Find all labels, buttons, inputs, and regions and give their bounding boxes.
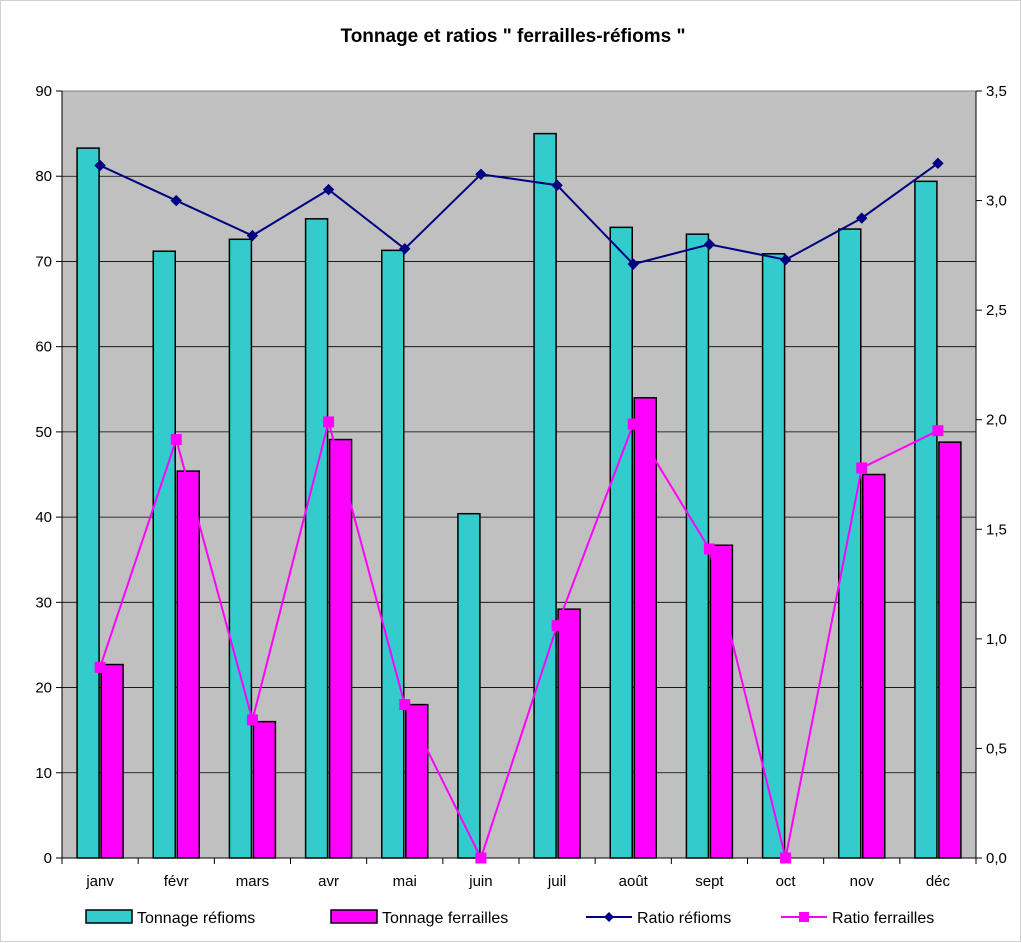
left-axis-tick-label: 10 bbox=[35, 765, 52, 782]
bar-tonnage-ferrailles bbox=[862, 473, 886, 859]
bar-tonnage-refioms bbox=[838, 228, 862, 859]
marker-ratio-refioms bbox=[475, 168, 487, 180]
legend-swatch-tonnage-ferrailles bbox=[330, 909, 378, 924]
left-axis-tick-label: 80 bbox=[35, 168, 52, 185]
left-axis-tick-label: 30 bbox=[35, 594, 52, 611]
bar-tonnage-refioms bbox=[761, 253, 786, 859]
x-axis-tick-label: févr bbox=[164, 873, 189, 890]
bar-tonnage-refioms bbox=[228, 238, 253, 859]
marker-ratio-refioms bbox=[779, 254, 792, 266]
marker-ratio-ferrailles bbox=[627, 418, 639, 430]
legend-marker-ratio-ferrailles bbox=[799, 912, 809, 922]
line-ratio-ferrailles bbox=[99, 417, 939, 861]
bar-tonnage-ferrailles bbox=[405, 703, 429, 859]
marker-ratio-ferrailles bbox=[246, 714, 258, 726]
bar-tonnage-ferrailles bbox=[633, 397, 657, 859]
left-axis-tick-label: 20 bbox=[35, 680, 52, 697]
marker-ratio-refioms bbox=[246, 229, 259, 242]
x-axis-tick-label: août bbox=[619, 873, 649, 890]
legend-label-tonnage-ferrailles: Tonnage ferrailles bbox=[382, 910, 508, 927]
bar-tonnage-refioms bbox=[381, 249, 405, 859]
marker-ratio-ferrailles bbox=[932, 425, 944, 437]
right-axis-tick-label: 1,0 bbox=[986, 631, 1007, 648]
marker-ratio-refioms bbox=[170, 194, 182, 207]
bar-tonnage-ferrailles bbox=[709, 544, 734, 859]
marker-ratio-refioms bbox=[94, 159, 106, 172]
bar-tonnage-ferrailles bbox=[100, 663, 124, 859]
marker-ratio-ferrailles bbox=[170, 433, 182, 445]
legend-marker-ratio-refioms bbox=[604, 912, 614, 922]
right-axis-tick-label: 0,5 bbox=[986, 740, 1007, 757]
line-ratio-refioms bbox=[99, 162, 939, 266]
bar-tonnage-refioms bbox=[304, 218, 329, 859]
legend-label-tonnage-refioms: Tonnage réfioms bbox=[137, 910, 255, 927]
marker-ratio-refioms bbox=[322, 183, 335, 196]
marker-ratio-ferrailles bbox=[551, 620, 563, 632]
x-axis-tick-label: janv bbox=[85, 873, 114, 890]
marker-ratio-ferrailles bbox=[856, 462, 868, 474]
marker-ratio-ferrailles bbox=[475, 852, 487, 864]
marker-ratio-refioms bbox=[932, 157, 944, 170]
marker-ratio-ferrailles bbox=[780, 852, 792, 864]
plot-area: 0 10 20 30 40 50 60 70 80 90 0,0 0,5 1,0 1,5 2,0 2,5 3,0… bbox=[35, 83, 1007, 890]
right-axis-tick-label: 0,0 bbox=[986, 850, 1007, 867]
left-axis-tick-label: 90 bbox=[35, 83, 52, 100]
x-axis-tick-label: juin bbox=[468, 873, 492, 890]
bar-tonnage-refioms bbox=[609, 226, 633, 859]
x-axis-tick-label: sept bbox=[695, 873, 724, 890]
bar-tonnage-refioms bbox=[457, 512, 481, 859]
left-axis-tick-label: 40 bbox=[35, 509, 52, 526]
legend-label-ratio-ferrailles: Ratio ferrailles bbox=[832, 910, 934, 927]
right-axis-tick-label: 2,0 bbox=[986, 412, 1007, 429]
bar-tonnage-ferrailles bbox=[328, 438, 353, 859]
x-axis-tick-label: oct bbox=[776, 873, 797, 890]
left-axis-tick-label: 70 bbox=[35, 253, 52, 270]
legend-label-ratio-refioms: Ratio réfioms bbox=[637, 910, 731, 927]
marker-ratio-ferrailles bbox=[703, 543, 715, 555]
bar-tonnage-refioms bbox=[533, 132, 557, 859]
marker-ratio-refioms bbox=[399, 243, 411, 255]
right-axis-tick-label: 3,0 bbox=[986, 193, 1007, 210]
bar-tonnage-refioms bbox=[76, 147, 100, 859]
x-axis-tick-label: mai bbox=[393, 873, 417, 890]
bar-tonnage-ferrailles bbox=[557, 608, 581, 859]
right-axis-tick-label: 1,5 bbox=[986, 521, 1007, 538]
bar-tonnage-ferrailles bbox=[252, 720, 277, 859]
chart-title: Tonnage et ratios " ferrailles-réfioms " bbox=[341, 26, 686, 47]
marker-ratio-refioms bbox=[551, 179, 563, 191]
left-axis-tick-label: 60 bbox=[35, 339, 52, 356]
left-axis-tick-label: 0 bbox=[44, 850, 52, 867]
x-axis-tick-label: juil bbox=[547, 873, 566, 890]
marker-ratio-refioms bbox=[703, 238, 716, 251]
marker-ratio-refioms bbox=[856, 212, 868, 224]
x-axis-tick-label: nov bbox=[850, 873, 875, 890]
right-axis-tick-label: 2,5 bbox=[986, 302, 1007, 319]
bar-tonnage-refioms bbox=[914, 180, 938, 859]
right-axis-tick-label: 3,5 bbox=[986, 83, 1007, 100]
marker-ratio-ferrailles bbox=[323, 416, 335, 428]
left-axis-tick-label: 50 bbox=[35, 424, 52, 441]
x-axis-tick-label: déc bbox=[926, 873, 951, 890]
marker-ratio-ferrailles bbox=[399, 699, 411, 711]
marker-ratio-ferrailles bbox=[94, 661, 106, 673]
legend: Tonnage réfioms Tonnage ferrailles Ratio r… bbox=[85, 909, 934, 927]
marker-ratio-refioms bbox=[627, 258, 639, 270]
x-axis-tick-label: avr bbox=[318, 873, 339, 890]
bar-tonnage-refioms bbox=[152, 250, 176, 859]
x-axis-tick-label: mars bbox=[236, 873, 269, 890]
bar-tonnage-ferrailles bbox=[938, 441, 962, 859]
bar-tonnage-ferrailles bbox=[176, 470, 200, 859]
legend-swatch-tonnage-refioms bbox=[85, 909, 133, 924]
